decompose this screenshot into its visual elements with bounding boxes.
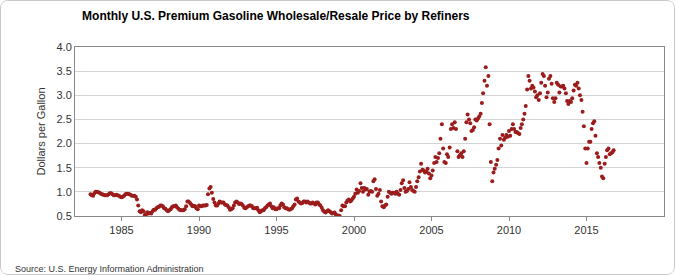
svg-text:1.5: 1.5	[57, 162, 72, 174]
svg-text:1995: 1995	[264, 224, 288, 236]
svg-text:0.5: 0.5	[57, 210, 72, 222]
svg-text:Source: U.S. Energy Informatio: Source: U.S. Energy Information Administ…	[15, 264, 204, 274]
svg-text:3.5: 3.5	[57, 65, 72, 77]
svg-text:2.5: 2.5	[57, 113, 72, 125]
svg-text:2015: 2015	[574, 224, 598, 236]
svg-text:1990: 1990	[187, 224, 211, 236]
svg-text:1985: 1985	[109, 224, 133, 236]
svg-text:Monthly U.S. Premium Gasoline: Monthly U.S. Premium Gasoline Wholesale/…	[82, 9, 470, 23]
svg-text:2005: 2005	[419, 224, 443, 236]
svg-text:4.0: 4.0	[57, 41, 72, 53]
svg-text:3.0: 3.0	[57, 89, 72, 101]
svg-text:2010: 2010	[497, 224, 521, 236]
svg-text:Dollars per Gallon: Dollars per Gallon	[35, 87, 47, 175]
svg-text:2000: 2000	[342, 224, 366, 236]
svg-text:1.0: 1.0	[57, 186, 72, 198]
svg-text:2.0: 2.0	[57, 137, 72, 149]
